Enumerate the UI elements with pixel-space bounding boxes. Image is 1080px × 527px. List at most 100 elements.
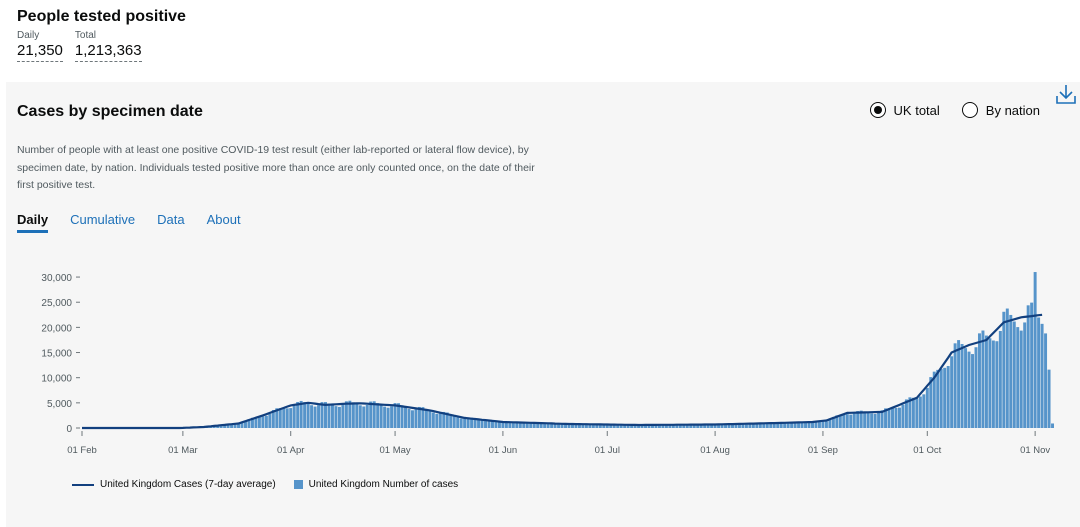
daily-cases-bar — [908, 397, 912, 428]
metric-total-value[interactable]: 1,213,363 — [74, 41, 142, 62]
daily-cases-bar — [379, 405, 383, 428]
daily-cases-bar — [584, 424, 588, 428]
daily-cases-bar — [310, 405, 314, 428]
daily-cases-bar — [724, 424, 728, 428]
radio-uk-total[interactable]: UK total — [869, 102, 940, 118]
daily-cases-bar — [515, 421, 519, 428]
daily-cases-bar — [532, 423, 536, 428]
daily-cases-bar — [651, 425, 654, 428]
daily-cases-bar — [887, 408, 891, 428]
daily-cases-bar — [762, 422, 766, 428]
metric-daily[interactable]: Daily 21,350 — [17, 30, 63, 62]
daily-cases-bar — [783, 422, 787, 428]
daily-cases-bar — [633, 425, 637, 428]
daily-cases-bar — [1012, 321, 1016, 428]
daily-cases-bar — [932, 371, 936, 428]
cases-chart: 0 5,000 10,000 15,000 20,000 25,000 30,000 01 F… — [41, 272, 1054, 456]
daily-cases-bar — [397, 403, 401, 428]
daily-cases-bar — [362, 406, 366, 428]
daily-cases-bar — [546, 423, 550, 428]
chart-card: Cases by specimen date UK total By natio… — [6, 82, 1080, 527]
daily-cases-bar — [706, 424, 710, 428]
daily-cases-bar — [487, 420, 491, 428]
y-tick-label: 30,000 — [41, 273, 72, 284]
tab-daily[interactable]: Daily — [17, 212, 49, 233]
radio-by-nation-label[interactable]: By nation — [985, 102, 1040, 118]
daily-cases-bar — [880, 410, 884, 428]
radio-by-nation[interactable]: By nation — [961, 102, 1040, 118]
daily-cases-bar — [522, 422, 526, 428]
daily-cases-bar — [870, 413, 874, 428]
daily-cases-bar — [675, 424, 679, 428]
daily-cases-bar — [504, 422, 508, 428]
daily-cases-bar — [786, 422, 790, 428]
daily-cases-bar — [602, 424, 606, 428]
daily-cases-bar — [814, 421, 818, 428]
daily-cases-bar — [320, 402, 324, 428]
daily-cases-bar — [616, 424, 620, 428]
daily-cases-bar — [901, 404, 905, 428]
x-tick-label: 01 Jun — [489, 445, 518, 456]
daily-cases-bar — [490, 420, 494, 428]
daily-cases-bar — [292, 406, 296, 428]
metric-daily-value[interactable]: 21,350 — [17, 41, 63, 62]
daily-cases-bar — [351, 402, 355, 428]
tab-cumulative[interactable]: Cumulative — [70, 212, 136, 227]
daily-cases-bar — [863, 411, 867, 428]
daily-cases-bar — [936, 369, 940, 428]
radio-by-nation-circle[interactable] — [961, 102, 978, 118]
daily-cases-bar — [230, 423, 234, 428]
daily-cases-bar — [717, 424, 721, 428]
daily-cases-bar — [278, 408, 282, 428]
daily-cases-bar — [296, 401, 300, 428]
daily-cases-bar — [598, 424, 602, 428]
tab-data[interactable]: Data — [157, 212, 185, 227]
daily-cases-bar — [466, 417, 470, 428]
tab-about[interactable]: About — [206, 212, 241, 227]
legend-item-cases[interactable]: United Kingdom Number of cases — [293, 479, 458, 490]
legend-line-swatch — [72, 483, 94, 486]
daily-cases-bar — [790, 422, 794, 428]
y-tick-label: 25,000 — [41, 298, 72, 309]
daily-cases-bar — [577, 424, 581, 428]
daily-cases-bar — [553, 423, 557, 428]
daily-cases-bar — [776, 423, 780, 428]
daily-cases-bar — [671, 424, 675, 428]
daily-cases-bar — [268, 413, 272, 428]
daily-cases-bar — [529, 423, 533, 428]
y-tick-label: 5,000 — [47, 399, 72, 410]
x-tick-label: 01 Jul — [595, 445, 620, 456]
daily-cases-bar — [699, 424, 703, 428]
x-tick-label: 01 Aug — [700, 445, 730, 456]
download-icon[interactable] — [1054, 82, 1078, 106]
metric-total[interactable]: Total 1,213,363 — [74, 30, 142, 62]
chart-legend: United Kingdom Cases (7-day average) Uni… — [72, 479, 458, 490]
daily-cases-bar — [282, 408, 286, 428]
daily-cases-bar — [289, 408, 293, 428]
daily-cases-bar — [250, 417, 254, 428]
radio-uk-total-circle[interactable] — [869, 102, 886, 118]
daily-cases-bar — [737, 423, 741, 428]
daily-cases-bar — [692, 424, 696, 428]
daily-cases-bar — [358, 405, 362, 428]
daily-cases-bar — [967, 351, 971, 428]
daily-cases-bar — [337, 406, 341, 428]
daily-cases-bar — [452, 415, 456, 428]
daily-cases-bar — [591, 423, 595, 428]
daily-cases-bar — [922, 394, 926, 428]
daily-cases-bar — [334, 406, 338, 428]
x-tick-label: 01 Mar — [168, 445, 198, 456]
daily-cases-bar — [838, 414, 842, 428]
daily-cases-bar — [543, 422, 547, 428]
legend-bar-swatch — [293, 480, 303, 489]
daily-cases-bar — [710, 424, 714, 428]
radio-uk-total-label[interactable]: UK total — [893, 102, 940, 118]
legend-item-average[interactable]: United Kingdom Cases (7-day average) — [72, 479, 276, 490]
x-tick-label: 01 Apr — [277, 445, 304, 456]
daily-cases-bar — [918, 396, 922, 428]
daily-cases-bar — [964, 348, 968, 428]
daily-cases-bar — [428, 410, 432, 428]
daily-cases-bar — [424, 408, 428, 428]
daily-cases-bar — [365, 404, 369, 428]
daily-cases-bar — [769, 423, 773, 428]
